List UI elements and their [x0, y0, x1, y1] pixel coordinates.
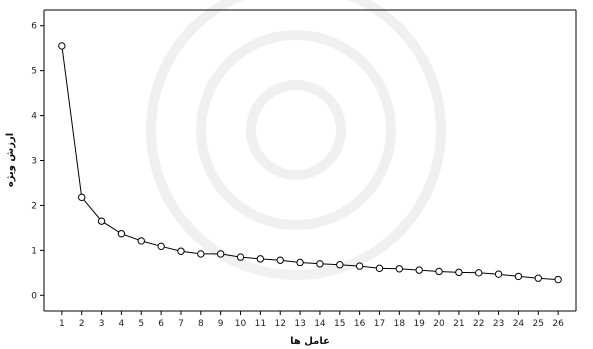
- data-point: [475, 269, 483, 277]
- y-tick-label: 1: [31, 246, 37, 256]
- data-point: [534, 274, 542, 282]
- x-tick-label: 10: [235, 319, 247, 329]
- x-tick-label: 6: [158, 319, 164, 329]
- y-axis-ticks: 0 1 2 3 4 5 6: [31, 22, 44, 301]
- x-tick-label: 19: [413, 319, 425, 329]
- data-point: [137, 237, 145, 245]
- x-tick-label: 8: [198, 319, 204, 329]
- data-point: [197, 250, 205, 258]
- data-point: [117, 230, 126, 238]
- x-tick-label: 15: [334, 319, 345, 329]
- data-point: [236, 253, 245, 261]
- x-tick-label: 18: [394, 319, 406, 329]
- y-tick-label: 5: [31, 67, 37, 77]
- x-tick-label: 11: [255, 319, 266, 329]
- y-tick-label: 0: [31, 291, 37, 301]
- data-point: [157, 242, 165, 251]
- x-tick-label: 23: [493, 319, 504, 329]
- data-point: [375, 264, 384, 273]
- y-tick-label: 4: [31, 112, 37, 122]
- data-point: [256, 255, 265, 263]
- data-point: [415, 266, 423, 274]
- x-axis-label: عامل ها: [290, 336, 330, 347]
- data-point: [514, 272, 523, 281]
- x-tick-label: 13: [294, 319, 305, 329]
- x-tick-label: 22: [473, 319, 484, 329]
- watermark-ornament: [146, 0, 446, 280]
- x-tick-label: 17: [374, 319, 385, 329]
- data-point: [435, 267, 443, 276]
- x-tick-label: 5: [138, 319, 144, 329]
- x-tick-label: 1: [59, 319, 65, 329]
- data-point: [276, 256, 284, 264]
- y-tick-label: 3: [31, 157, 37, 167]
- data-point: [216, 250, 225, 258]
- x-axis-ticks: 1 2 3 4 5 6 7 8 9 10 11 12 13 14 15 16 17 18 19 20 21 22 23 24 2…: [59, 311, 564, 329]
- data-point: [316, 260, 324, 268]
- data-point: [355, 262, 364, 270]
- data-point: [177, 247, 185, 255]
- data-point: [455, 268, 463, 277]
- y-axis-label: ارزش ویژه: [5, 133, 16, 187]
- data-point: [336, 261, 344, 269]
- x-tick-label: 20: [433, 319, 445, 329]
- x-tick-label: 21: [453, 319, 464, 329]
- data-point: [554, 275, 562, 284]
- y-tick-label: 6: [31, 22, 37, 32]
- data-point: [58, 42, 66, 50]
- x-tick-label: 12: [274, 319, 285, 329]
- plot-area: [43, 9, 577, 312]
- x-tick-label: 2: [79, 319, 85, 329]
- data-point: [296, 258, 304, 267]
- x-tick-label: 25: [533, 319, 544, 329]
- data-point: [97, 217, 106, 225]
- x-tick-label: 14: [314, 319, 326, 329]
- x-tick-label: 24: [513, 319, 525, 329]
- x-tick-label: 3: [99, 319, 105, 329]
- data-point: [395, 265, 404, 273]
- x-tick-label: 4: [119, 319, 125, 329]
- data-point: [494, 270, 503, 278]
- x-tick-label: 9: [218, 319, 224, 329]
- x-tick-label: 16: [354, 319, 366, 329]
- y-tick-label: 2: [31, 201, 37, 211]
- data-points: [58, 42, 562, 284]
- x-tick-label: 26: [552, 319, 564, 329]
- data-point: [78, 193, 86, 202]
- series-line: [61, 45, 559, 281]
- x-tick-label: 7: [178, 319, 184, 329]
